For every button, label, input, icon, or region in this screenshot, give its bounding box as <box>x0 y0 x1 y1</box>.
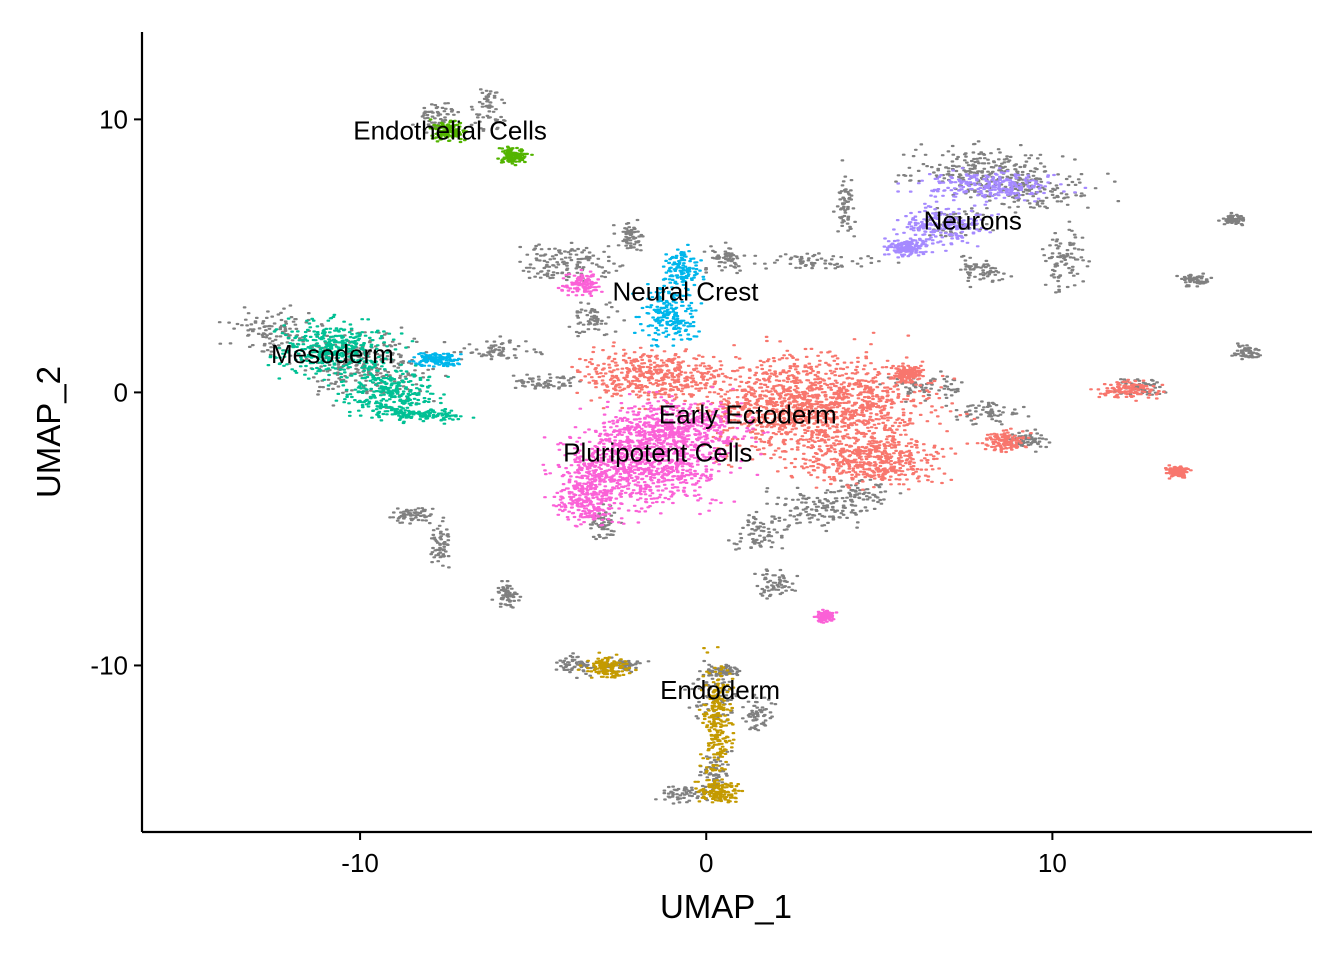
unassigned-cells-cloud <box>511 373 582 390</box>
unassigned-cells-cloud <box>740 693 778 732</box>
unassigned-cells-cloud <box>831 159 857 238</box>
unassigned-cells-cloud <box>1175 272 1214 288</box>
neurons-cells <box>892 200 1001 252</box>
cluster-label-endothelial-cells: Endothelial Cells <box>353 115 547 145</box>
y-tick-label: -10 <box>90 650 128 680</box>
cluster-label-neural-crest: Neural Crest <box>612 276 759 306</box>
y-tick-label: 10 <box>99 104 128 134</box>
background-cell-points <box>217 88 1263 805</box>
early-ectoderm-cells <box>570 341 745 411</box>
neurons-cells <box>882 237 935 259</box>
x-axis-ticks: -10 0 10 <box>341 832 1067 878</box>
unassigned-cells-cloud <box>702 241 747 275</box>
unassigned-cells-cloud <box>954 400 1031 426</box>
cluster-labels: Early Ectoderm Endoderm Endothelial Cells M… <box>271 115 1022 705</box>
endoderm-cells <box>697 646 736 798</box>
cluster-label-neurons: Neurons <box>924 205 1022 235</box>
unassigned-cells-cloud <box>1230 342 1263 361</box>
neurons-cells <box>896 167 1088 203</box>
early-ectoderm-cells <box>775 429 970 491</box>
cluster-label-early-ectoderm: Early Ectoderm <box>659 399 837 429</box>
mesoderm-cells <box>266 313 418 391</box>
unassigned-cells-cloud <box>611 218 645 252</box>
unassigned-cells-cloud <box>958 254 1014 289</box>
pluripotent-cells-cells <box>543 464 631 528</box>
early-ectoderm-cells <box>975 427 1033 454</box>
unassigned-cells-cloud <box>388 507 435 525</box>
early-ectoderm-cells <box>1163 464 1193 480</box>
endothelial-cells-cells <box>428 118 469 144</box>
early-ectoderm-cells <box>1089 378 1166 402</box>
cluster-cell-points <box>266 118 1193 804</box>
unassigned-cells-cloud <box>764 486 877 533</box>
unassigned-cells-cloud <box>518 241 625 286</box>
unassigned-cells-cloud <box>1040 220 1092 294</box>
cluster-label-mesoderm: Mesoderm <box>271 339 394 369</box>
unassigned-cells-cloud <box>1217 211 1246 227</box>
unassigned-cells-cloud <box>217 304 324 361</box>
neural-crest-cells <box>661 243 706 297</box>
pluripotent-cells-cells <box>556 268 604 297</box>
pluripotent-cells-cells <box>812 608 839 624</box>
pluripotent-cells-cells <box>578 386 770 466</box>
y-axis-title: UMAP_2 <box>30 366 67 498</box>
unassigned-cells-cloud <box>469 88 507 132</box>
neural-crest-cells <box>407 352 463 368</box>
y-tick-label: 0 <box>114 377 128 407</box>
unassigned-cells-cloud <box>730 252 901 270</box>
y-axis-ticks: -10 0 10 <box>90 104 142 680</box>
mesoderm-cells <box>376 406 476 425</box>
unassigned-cells-cloud <box>753 568 800 600</box>
x-axis-title: UMAP_1 <box>660 888 792 925</box>
endoderm-cells <box>693 778 745 804</box>
unassigned-cells-cloud <box>726 510 792 551</box>
endothelial-cells-cells <box>496 145 534 167</box>
cluster-label-pluripotent-cells: Pluripotent Cells <box>563 437 752 467</box>
x-tick-label: -10 <box>341 848 379 878</box>
x-tick-label: 10 <box>1038 848 1067 878</box>
cluster-label-endoderm: Endoderm <box>660 675 780 705</box>
x-tick-label: 0 <box>699 848 713 878</box>
neural-crest-cells <box>631 277 704 348</box>
endoderm-cells <box>576 651 638 679</box>
early-ectoderm-cells <box>889 362 926 384</box>
unassigned-cells-cloud <box>427 516 451 569</box>
unassigned-cells-cloud <box>490 580 523 609</box>
unassigned-cells-cloud <box>554 652 598 679</box>
unassigned-cells-cloud <box>451 335 544 362</box>
unassigned-cells-cloud <box>567 301 627 338</box>
